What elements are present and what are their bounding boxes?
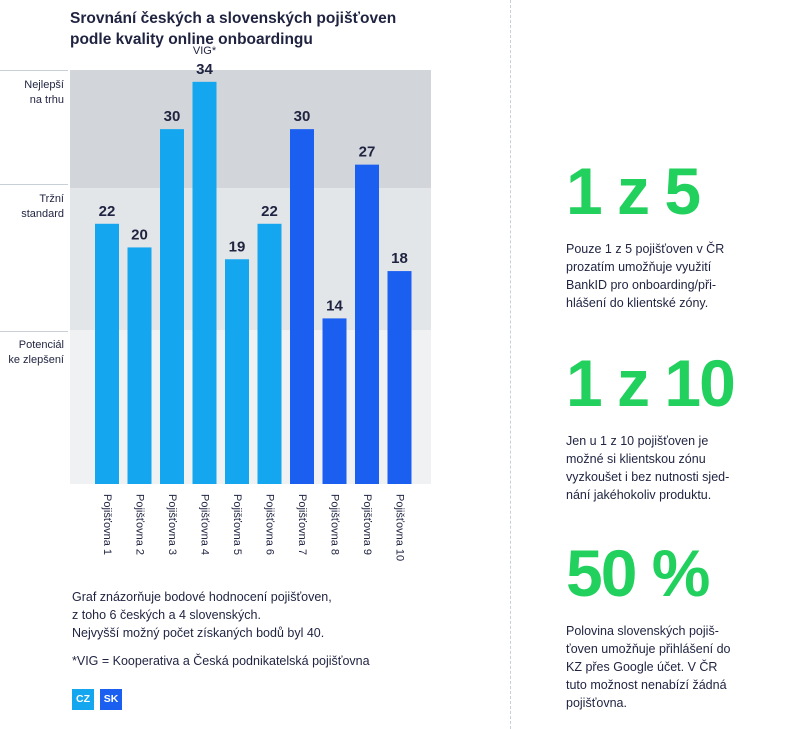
- category-label-9: Pojišťovna 9: [361, 494, 373, 555]
- stat-2-value: 1 z 10: [566, 346, 736, 420]
- bar-value-label-9: 27: [359, 144, 376, 161]
- category-label-7: Pojišťovna 7: [296, 494, 308, 555]
- note-line-3: Nejvyšší možný počet získaných bodů byl …: [72, 626, 325, 640]
- stat-3: 50 % Polovina slovenských pojiš- ťoven u…: [566, 540, 786, 712]
- bar-2: [127, 247, 152, 484]
- category-label-1: Pojišťovna 1: [101, 494, 113, 555]
- bar-5: [225, 259, 249, 484]
- stat-3-line-1: Polovina slovenských pojiš-: [566, 624, 719, 638]
- stat-3-line-5: pojišťovna.: [566, 696, 627, 710]
- zone-divider-top: [0, 70, 68, 71]
- zone-label-potential: Potenciál ke zlepšení: [0, 338, 64, 368]
- zone-divider-1: [0, 184, 68, 185]
- legend-cz: CZ: [72, 689, 94, 710]
- stat-1-line-3: BankID pro onboarding/při-: [566, 278, 717, 292]
- stat-2-line-2: možné si klientskou zónu: [566, 452, 706, 466]
- zone-label-best: Nejlepší na trhu: [0, 78, 64, 108]
- bar-value-label-5: 19: [229, 238, 246, 255]
- bar-1: [95, 223, 119, 484]
- chart-note: Graf znázorňuje bodové hodnocení pojišťo…: [72, 588, 402, 642]
- chart-title-line-2: podle kvality online onboardingu: [70, 31, 313, 48]
- bar-value-label-2: 20: [131, 226, 148, 243]
- stat-3-line-4: tuto možnost nenabízí žádná: [566, 678, 727, 692]
- stat-1: 1 z 5 Pouze 1 z 5 pojišťoven v ČR prozat…: [566, 158, 786, 312]
- bar-value-label-7: 30: [294, 108, 311, 125]
- legend: CZ SK: [72, 689, 122, 710]
- bar-4: [192, 81, 217, 484]
- category-label-6: Pojišťovna 6: [264, 494, 276, 555]
- zone-label-best-line-2: na trhu: [29, 94, 64, 106]
- zone-label-potential-line-2: ke zlepšení: [8, 354, 64, 366]
- stat-3-text: Polovina slovenských pojiš- ťoven umožňu…: [566, 622, 786, 712]
- bar-value-label-4: 34: [196, 61, 213, 78]
- stat-3-value: 50 %: [566, 536, 710, 610]
- chart-title: Srovnání českých a slovenských pojišťove…: [70, 8, 450, 50]
- category-label-3: Pojišťovna 3: [166, 494, 178, 555]
- stat-1-line-1: Pouze 1 z 5 pojišťoven v ČR: [566, 242, 725, 256]
- bar-value-label-10: 18: [391, 250, 408, 267]
- stat-3-line-2: ťoven umožňuje přihlášení do: [566, 642, 731, 656]
- footnote: *VIG = Kooperativa a Česká podnikatelská…: [72, 654, 370, 668]
- bar-value-label-3: 30: [164, 108, 181, 125]
- bar-value-label-6: 22: [261, 203, 278, 220]
- zone-divider-2: [0, 331, 68, 332]
- category-label-5: Pojišťovna 5: [231, 494, 243, 555]
- stat-1-value: 1 z 5: [566, 154, 701, 228]
- stat-3-line-3: KZ přes Google účet. V ČR: [566, 660, 718, 674]
- stat-1-line-2: prozatím umožňuje využití: [566, 260, 712, 274]
- note-line-2: z toho 6 českých a 4 slovenských.: [72, 608, 261, 622]
- stat-2-text: Jen u 1 z 10 pojišťoven je možné si klie…: [566, 432, 786, 504]
- bar-9: [355, 164, 379, 484]
- zone-label-potential-line-1: Potenciál: [18, 339, 64, 351]
- chart-title-line-1: Srovnání českých a slovenských pojišťove…: [70, 10, 397, 27]
- stat-2-line-3: vyzkoušet i bez nutnosti sjed-: [566, 470, 730, 484]
- note-line-1: Graf znázorňuje bodové hodnocení pojišťo…: [72, 590, 332, 604]
- bar-value-label-1: 22: [99, 203, 116, 220]
- bar-8: [322, 318, 347, 484]
- bar-7: [290, 129, 314, 484]
- zone-label-standard-line-1: Tržní: [39, 193, 64, 205]
- bar-3: [160, 129, 184, 484]
- stat-1-line-4: hlášení do klientské zóny.: [566, 296, 709, 310]
- legend-sk: SK: [100, 689, 122, 710]
- category-label-8: Pojišťovna 8: [329, 494, 341, 555]
- bar-annotation-vig: VIG*: [193, 45, 217, 57]
- category-label-4: Pojišťovna 4: [199, 494, 211, 555]
- zone-label-standard-line-2: standard: [21, 208, 64, 220]
- zone-label-best-line-1: Nejlepší: [24, 79, 64, 91]
- zone-label-standard: Tržní standard: [0, 192, 64, 222]
- stat-2-line-1: Jen u 1 z 10 pojišťoven je: [566, 434, 709, 448]
- divider: [510, 0, 511, 729]
- stat-2-line-4: nání jakéhokoliv produktu.: [566, 488, 712, 502]
- bar-6: [257, 223, 282, 484]
- category-label-10: Pojišťovna 10: [394, 494, 406, 561]
- bar-value-label-8: 14: [326, 297, 343, 314]
- stat-1-text: Pouze 1 z 5 pojišťoven v ČR prozatím umo…: [566, 240, 786, 312]
- category-label-2: Pojišťovna 2: [134, 494, 146, 555]
- bar-10: [387, 271, 412, 484]
- stat-2: 1 z 10 Jen u 1 z 10 pojišťoven je možné …: [566, 350, 786, 504]
